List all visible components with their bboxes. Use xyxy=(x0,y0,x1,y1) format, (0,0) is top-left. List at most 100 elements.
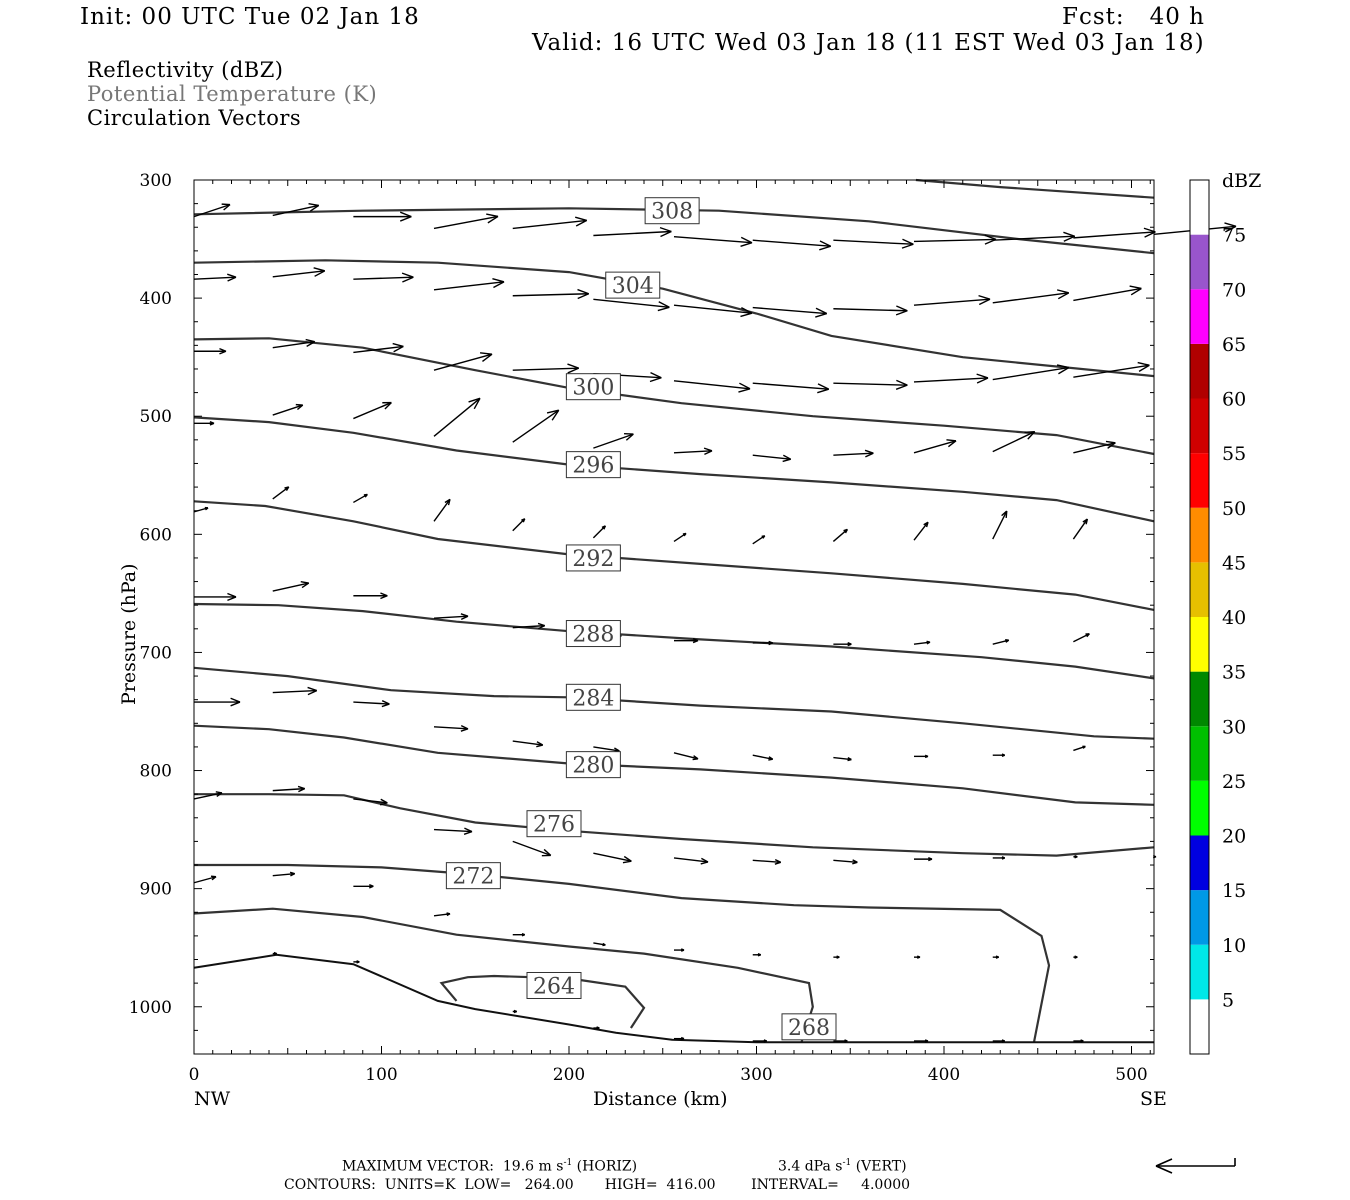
vector-arrow xyxy=(752,239,832,251)
contour-label-box xyxy=(605,271,661,299)
vector-head xyxy=(486,213,499,218)
vector-head xyxy=(289,871,295,875)
vector-head xyxy=(575,216,587,222)
vector-shaft xyxy=(1073,364,1150,378)
vector-arrow xyxy=(673,532,687,542)
contour-lines xyxy=(193,178,1155,1043)
vector-head xyxy=(230,697,241,703)
vector-head xyxy=(1129,285,1142,290)
vector-shaft xyxy=(673,235,753,244)
vector-arrow xyxy=(353,211,412,222)
vector-shaft xyxy=(752,239,831,247)
vector-head xyxy=(308,203,319,207)
vector-shaft xyxy=(433,498,451,522)
vector-arrow xyxy=(272,686,318,696)
vert-exponent: -1 xyxy=(842,1158,852,1168)
vector-head xyxy=(369,884,374,887)
contour-288 xyxy=(193,602,1155,680)
vector-shaft xyxy=(1073,442,1116,454)
vector-arrow xyxy=(433,397,481,437)
vector-shaft xyxy=(353,798,388,804)
vector-head xyxy=(536,744,543,748)
dbz-colorbar: 5 10 15 20 25 30 35 40 45 50 55 60 65 70 75 xyxy=(1189,179,1246,1055)
vector-head xyxy=(463,830,473,835)
colorbar-segment xyxy=(1190,453,1209,508)
vector-arrow xyxy=(752,953,762,957)
colorbar-segment xyxy=(1190,726,1209,781)
vector-head xyxy=(1056,364,1069,369)
vector-shaft xyxy=(833,756,852,761)
vector-head xyxy=(1063,235,1076,242)
x-left-label: NW xyxy=(194,1088,231,1110)
vector-shaft xyxy=(593,298,670,308)
vector-arrow xyxy=(512,288,590,300)
colorbar-segment xyxy=(1190,671,1209,727)
vector-head xyxy=(492,278,505,283)
x-right-label: SE xyxy=(1140,1088,1167,1110)
vector-shaft xyxy=(272,270,325,278)
vector-head xyxy=(1005,510,1008,518)
vector-shaft xyxy=(752,382,829,390)
y-tick-label: 300 xyxy=(140,171,172,191)
vector-head xyxy=(819,245,831,251)
vector-head xyxy=(768,756,774,760)
vector-arrow xyxy=(193,203,231,218)
vector-arrow xyxy=(194,347,227,355)
vector-shaft xyxy=(593,433,634,449)
vector-head xyxy=(1027,431,1036,440)
vector-arrow xyxy=(1073,854,1078,859)
vector-head xyxy=(946,439,957,442)
contour-label-box xyxy=(526,971,582,999)
vector-head xyxy=(741,307,753,314)
colorbar-level-label: 55 xyxy=(1222,443,1246,465)
vector-head xyxy=(680,1036,685,1040)
vector-head xyxy=(543,848,552,856)
colorbar-segment xyxy=(1190,999,1209,1054)
vector-head xyxy=(976,373,989,379)
vector-arrow xyxy=(673,752,699,761)
vector-shaft xyxy=(913,377,989,383)
field-label-reflectivity: Reflectivity (dBZ) xyxy=(87,58,284,82)
vector-head xyxy=(657,306,670,312)
vector-arrow xyxy=(593,433,634,449)
y-tick-label: 500 xyxy=(140,407,172,427)
vector-arrow xyxy=(752,535,766,545)
colorbar-segment xyxy=(1190,835,1209,891)
max-vector-vert: 3.4 dPa s xyxy=(778,1158,843,1175)
vector-head xyxy=(682,532,687,535)
contour-label: 284 xyxy=(572,686,614,711)
vector-arrow xyxy=(752,754,774,761)
vector-shaft xyxy=(272,689,317,694)
colorbar-level-label: 65 xyxy=(1222,334,1246,356)
colorbar-level-label: 35 xyxy=(1222,662,1246,684)
vector-arrow xyxy=(1073,955,1078,959)
vector-head xyxy=(1143,227,1156,233)
vector-head xyxy=(659,226,672,233)
vector-shaft xyxy=(673,304,753,314)
colorbar-unit: dBZ xyxy=(1222,170,1261,192)
vector-arrow xyxy=(512,932,526,937)
vector-head xyxy=(817,383,830,390)
vector-head xyxy=(380,595,388,600)
colorbar-segment xyxy=(1190,890,1209,945)
vector-head xyxy=(538,624,546,630)
contour-label-box xyxy=(565,451,621,479)
vector-head xyxy=(473,397,481,410)
vector-arrow xyxy=(433,725,469,732)
vector-head xyxy=(1074,854,1078,858)
vector-arrow xyxy=(433,352,493,371)
vector-head xyxy=(307,689,318,696)
vector-head xyxy=(596,1026,600,1029)
vector-head xyxy=(384,402,392,410)
vector-head xyxy=(782,454,792,460)
vector-head xyxy=(546,409,559,414)
vector-arrow xyxy=(992,289,1070,304)
x-tick-label: 400 xyxy=(928,1065,960,1085)
vector-arrow xyxy=(913,439,957,454)
vector-shaft xyxy=(913,440,957,454)
vector-head xyxy=(487,215,499,224)
vector-head xyxy=(847,642,852,645)
vector-head xyxy=(493,281,505,289)
vector-head xyxy=(380,798,388,804)
vector-head xyxy=(1080,1039,1084,1042)
